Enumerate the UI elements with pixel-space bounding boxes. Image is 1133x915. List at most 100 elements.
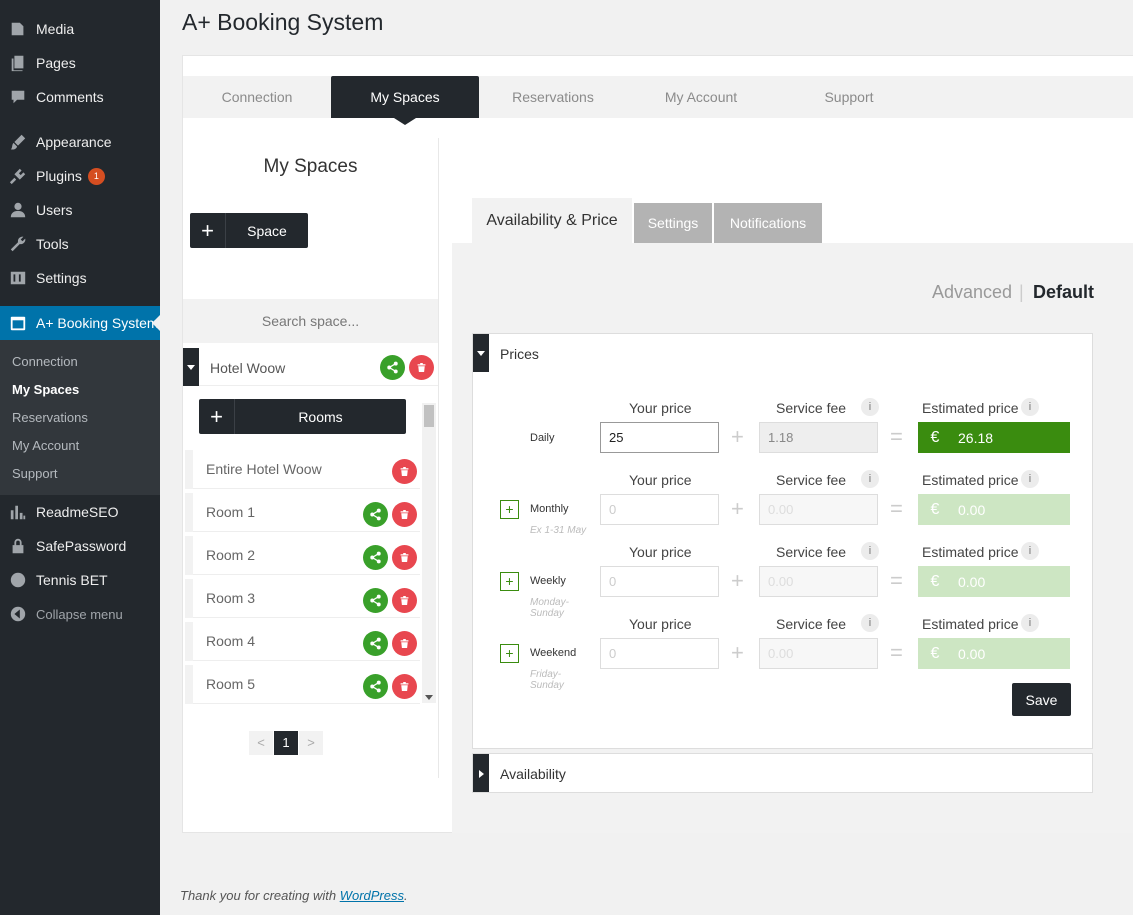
sidebar-item-safepassword[interactable]: SafePassword xyxy=(0,529,160,563)
info-icon[interactable]: i xyxy=(861,614,879,632)
paintbrush-icon xyxy=(0,133,36,151)
sidebar-item-label: SafePassword xyxy=(36,538,127,554)
delete-button[interactable] xyxy=(392,631,417,656)
sidebar-item-settings[interactable]: Settings xyxy=(0,261,160,295)
sidebar-item-plugins[interactable]: Plugins 1 xyxy=(0,159,160,193)
delete-button[interactable] xyxy=(392,545,417,570)
tab-reservations[interactable]: Reservations xyxy=(512,89,594,105)
room-row[interactable]: Entire Hotel Woow xyxy=(185,450,420,489)
delete-button[interactable] xyxy=(392,459,417,484)
sidebar-item-booking-system[interactable]: A+ Booking System xyxy=(0,306,160,340)
your-price-input[interactable]: 0 xyxy=(600,566,719,597)
room-row[interactable]: Room 1 xyxy=(185,493,420,532)
availability-accordion-header[interactable]: Availability xyxy=(472,753,1093,793)
info-icon[interactable]: i xyxy=(861,398,879,416)
admin-sidebar: Media Pages Comments Appearance Plugins … xyxy=(0,0,160,915)
info-icon[interactable]: i xyxy=(1021,398,1039,416)
add-period-button[interactable]: + xyxy=(500,644,519,663)
sidebar-item-appearance[interactable]: Appearance xyxy=(0,125,160,159)
tab-support[interactable]: Support xyxy=(824,89,874,105)
info-icon[interactable]: i xyxy=(861,470,879,488)
share-button[interactable] xyxy=(363,502,388,527)
tab-connection[interactable]: Connection xyxy=(221,89,293,105)
sidebar-item-media[interactable]: Media xyxy=(0,12,160,46)
add-rooms-button[interactable]: + Rooms xyxy=(199,399,406,434)
trash-icon xyxy=(400,595,409,606)
info-icon[interactable]: i xyxy=(1021,470,1039,488)
search-space-input[interactable]: Search space... xyxy=(183,299,438,343)
tab-availability-price[interactable]: Availability & Price xyxy=(472,198,632,243)
mode-advanced[interactable]: Advanced xyxy=(932,282,1013,302)
sidebar-item-tennis-bet[interactable]: Tennis BET xyxy=(0,563,160,597)
submenu-my-spaces[interactable]: My Spaces xyxy=(12,382,80,397)
sidebar-item-users[interactable]: Users xyxy=(0,193,160,227)
add-period-button[interactable]: + xyxy=(500,572,519,591)
caret-right-icon xyxy=(479,770,484,778)
info-icon[interactable]: i xyxy=(1021,542,1039,560)
collapse-menu-button[interactable]: Collapse menu xyxy=(0,597,160,631)
sidebar-item-tools[interactable]: Tools xyxy=(0,227,160,261)
estimated-price-field: € 26.18 xyxy=(918,422,1070,453)
service-fee-field: 0.00 xyxy=(759,566,878,597)
trash-icon xyxy=(400,509,409,520)
delete-button[interactable] xyxy=(409,355,434,380)
settings-icon xyxy=(0,269,36,287)
tab-settings[interactable]: Settings xyxy=(634,203,712,243)
space-name: Hotel Woow xyxy=(210,360,286,376)
share-button[interactable] xyxy=(363,631,388,656)
rooms-scrollbar[interactable] xyxy=(422,403,436,703)
sidebar-item-pages[interactable]: Pages xyxy=(0,46,160,80)
mode-default[interactable]: Default xyxy=(1033,282,1095,302)
expand-toggle[interactable] xyxy=(183,348,199,386)
space-row-hotel[interactable]: Hotel Woow xyxy=(183,348,438,386)
row-indicator xyxy=(185,536,193,575)
share-button[interactable] xyxy=(380,355,405,380)
your-price-heading: Your price xyxy=(629,400,692,416)
accordion-toggle[interactable] xyxy=(473,754,489,792)
room-row[interactable]: Room 5 xyxy=(185,665,420,704)
room-row[interactable]: Room 2 xyxy=(185,536,420,575)
room-row[interactable]: Room 4 xyxy=(185,622,420,661)
room-row[interactable]: Room 3 xyxy=(185,579,420,618)
share-button[interactable] xyxy=(363,674,388,699)
submenu-connection[interactable]: Connection xyxy=(12,354,78,369)
estimated-value: 0.00 xyxy=(958,501,986,518)
add-period-button[interactable]: + xyxy=(500,500,519,519)
pager-current[interactable]: 1 xyxy=(274,731,298,755)
add-space-button[interactable]: + Space xyxy=(190,213,308,248)
wordpress-link[interactable]: WordPress xyxy=(339,888,404,903)
equals-icon: = xyxy=(890,424,903,449)
estimated-price-heading: Estimated price xyxy=(922,472,1019,488)
delete-button[interactable] xyxy=(392,502,417,527)
your-price-input[interactable]: 25 xyxy=(600,422,719,453)
submenu-support[interactable]: Support xyxy=(12,466,58,481)
period-range: Sunday xyxy=(530,680,564,691)
room-name: Room 2 xyxy=(206,547,256,563)
sidebar-item-label: ReadmeSEO xyxy=(36,504,119,520)
info-icon[interactable]: i xyxy=(861,542,879,560)
sidebar-item-comments[interactable]: Comments xyxy=(0,80,160,114)
pager-next[interactable]: > xyxy=(299,731,323,755)
share-button[interactable] xyxy=(363,545,388,570)
delete-button[interactable] xyxy=(392,588,417,613)
sidebar-item-readmeseo[interactable]: ReadmeSEO xyxy=(0,495,160,529)
bar-chart-icon xyxy=(0,503,36,521)
delete-button[interactable] xyxy=(392,674,417,699)
submenu-my-account[interactable]: My Account xyxy=(12,438,80,453)
your-price-input[interactable]: 0 xyxy=(600,638,719,669)
footer-end: . xyxy=(404,888,408,903)
tab-my-spaces[interactable]: My Spaces xyxy=(331,76,479,125)
submenu-reservations[interactable]: Reservations xyxy=(12,410,88,425)
info-icon[interactable]: i xyxy=(1021,614,1039,632)
prices-accordion-header[interactable]: Prices xyxy=(472,333,1093,373)
tab-notifications[interactable]: Notifications xyxy=(714,203,822,243)
tab-my-account[interactable]: My Account xyxy=(664,89,738,105)
equals-icon: = xyxy=(890,568,903,593)
your-price-input[interactable]: 0 xyxy=(600,494,719,525)
accordion-toggle[interactable] xyxy=(473,334,489,372)
scroll-thumb[interactable] xyxy=(424,405,434,427)
share-button[interactable] xyxy=(363,588,388,613)
scroll-down-icon[interactable] xyxy=(425,695,433,700)
save-button[interactable]: Save xyxy=(1012,683,1071,716)
pager-prev[interactable]: < xyxy=(249,731,273,755)
